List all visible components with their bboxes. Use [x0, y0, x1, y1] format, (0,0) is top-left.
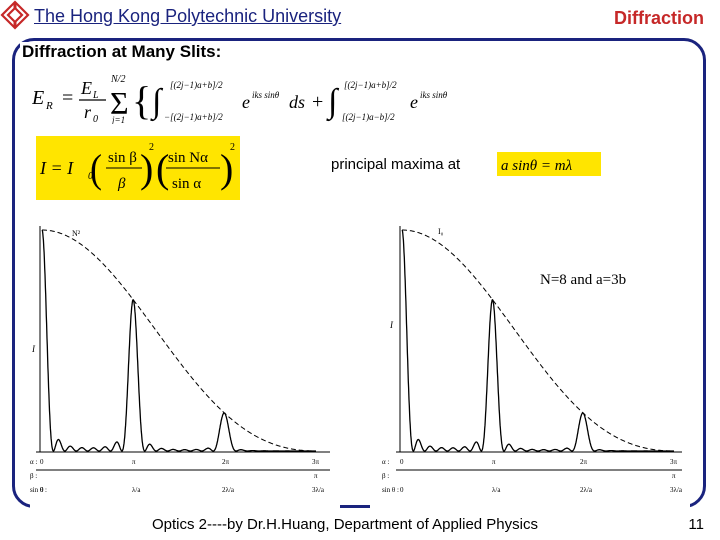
eq-int1-upper: [(2j−1)a+b]/2: [170, 80, 223, 90]
right-tick-alpha-2: 2π: [580, 458, 588, 466]
left-tick-alpha-3: 3π: [312, 458, 320, 466]
svg-text:Σ: Σ: [110, 85, 129, 121]
eq-power-1: 2: [149, 142, 154, 153]
svg-text:): ): [220, 146, 233, 191]
right-intensity-plot: I₀ I α : β : sin θ : 0 π 2π 3π π 0 λ/a 2…: [370, 222, 690, 512]
svg-text:(: (: [90, 147, 102, 191]
left-tick-alpha-0: 0: [40, 458, 44, 466]
left-tick-beta-3: π: [314, 472, 318, 480]
right-tick-sin-3: 3λ/a: [670, 486, 683, 494]
eq-intensity-lhs: I = I: [39, 158, 74, 178]
left-ylabel: I: [31, 344, 36, 354]
right-tick-sin-2: 2λ/a: [580, 486, 593, 494]
left-tick-alpha-2: 2π: [222, 458, 230, 466]
eq-sum-top: N/2: [110, 74, 125, 85]
eq-coef-num-sub: L: [92, 90, 99, 101]
right-tick-sin-0: 0: [400, 486, 404, 494]
svg-text:=: =: [62, 87, 73, 109]
left-intensity-plot: N² I α : β : sin θ : 0 π 2π 3π π 0 λ/a 2…: [30, 222, 340, 512]
eq-ds1: ds: [289, 92, 305, 112]
svg-text:∫: ∫: [150, 83, 164, 122]
left-tick-alpha-1: π: [132, 458, 136, 466]
left-tick-sin-2: 2λ/a: [222, 486, 235, 494]
svg-text:∫: ∫: [326, 83, 340, 122]
principal-maxima-equation: a sinθ = mλ: [497, 152, 601, 176]
svg-text:+: +: [312, 91, 323, 113]
left-top-label: N²: [72, 229, 81, 238]
left-row-alpha: α :: [30, 458, 37, 466]
eq-sin-beta: sin β: [108, 150, 137, 166]
left-tick-sin-1: λ/a: [132, 486, 141, 494]
intensity-equation: I = I 0 ( sin β β ) 2 ( sin Nα sin α ) 2: [36, 136, 240, 200]
eq-exp1-base: e: [242, 92, 250, 112]
right-intensity-curve: [401, 229, 674, 452]
eq-exp1: iks sinθ: [252, 90, 280, 100]
eq-exp2-base: e: [410, 92, 418, 112]
university-name[interactable]: The Hong Kong Polytechnic University: [34, 6, 342, 26]
eq-coef-den-sub: 0: [93, 114, 98, 124]
principal-maxima-label: principal maxima at: [331, 156, 461, 173]
right-row-sin: sin θ :: [382, 486, 399, 494]
eq-coef-den: r: [84, 102, 92, 122]
right-tick-beta-3: π: [672, 472, 676, 480]
content-frame: [12, 38, 706, 508]
topic-title: Diffraction: [614, 8, 704, 28]
left-envelope-curve: [42, 229, 316, 452]
right-tick-alpha-0: 0: [400, 458, 404, 466]
field-equation: E R = E L r 0 N/2 Σ j=1 { ∫ [(2j−1)a+b]/…: [32, 74, 448, 124]
page-number: 11: [688, 516, 704, 533]
eq-sin-n-alpha: sin Nα: [168, 150, 208, 166]
eq-field-lhs: E: [32, 87, 44, 109]
right-tick-sin-1: λ/a: [492, 486, 501, 494]
eq-sum-bottom: j=1: [111, 115, 125, 124]
left-tick-sin-0: 0: [40, 486, 44, 494]
svg-text:(: (: [156, 146, 169, 191]
eq-principal-maxima: a sinθ = mλ: [501, 158, 573, 174]
left-row-beta: β :: [30, 472, 37, 480]
left-intensity-curve: [41, 229, 316, 452]
eq-field-lhs-sub: R: [45, 100, 53, 112]
right-envelope-curve: [402, 229, 674, 452]
left-row-sin: sin θ :: [30, 486, 47, 494]
figure-annotation: N=8 and a=3b: [540, 272, 627, 288]
eq-coef-num: E: [80, 78, 92, 98]
eq-exp2: iks sinθ: [420, 90, 448, 100]
left-tick-sin-3: 3λ/a: [312, 486, 325, 494]
svg-text:{: {: [132, 78, 151, 123]
eq-sin-alpha: sin α: [172, 176, 201, 192]
svg-text:): ): [140, 146, 153, 191]
right-tick-alpha-3: 3π: [670, 458, 678, 466]
eq-int2-lower: [(2j−1)a−b]/2: [342, 112, 395, 122]
eq-beta: β: [117, 176, 126, 192]
eq-intensity-sub: 0: [88, 171, 93, 182]
right-ylabel: I: [389, 320, 394, 330]
section-title: Diffraction at Many Slits:: [20, 42, 224, 62]
eq-int2-upper: [(2j−1)a+b]/2: [344, 80, 397, 90]
footer-credit: Optics 2----by Dr.H.Huang, Department of…: [152, 516, 538, 533]
university-logo: [0, 0, 30, 30]
right-top-label: I₀: [438, 227, 444, 236]
right-row-alpha: α :: [382, 458, 389, 466]
eq-power-2: 2: [230, 142, 235, 153]
right-row-beta: β :: [382, 472, 389, 480]
right-tick-alpha-1: π: [492, 458, 496, 466]
eq-int1-lower: −[(2j−1)a+b]/2: [164, 112, 223, 122]
